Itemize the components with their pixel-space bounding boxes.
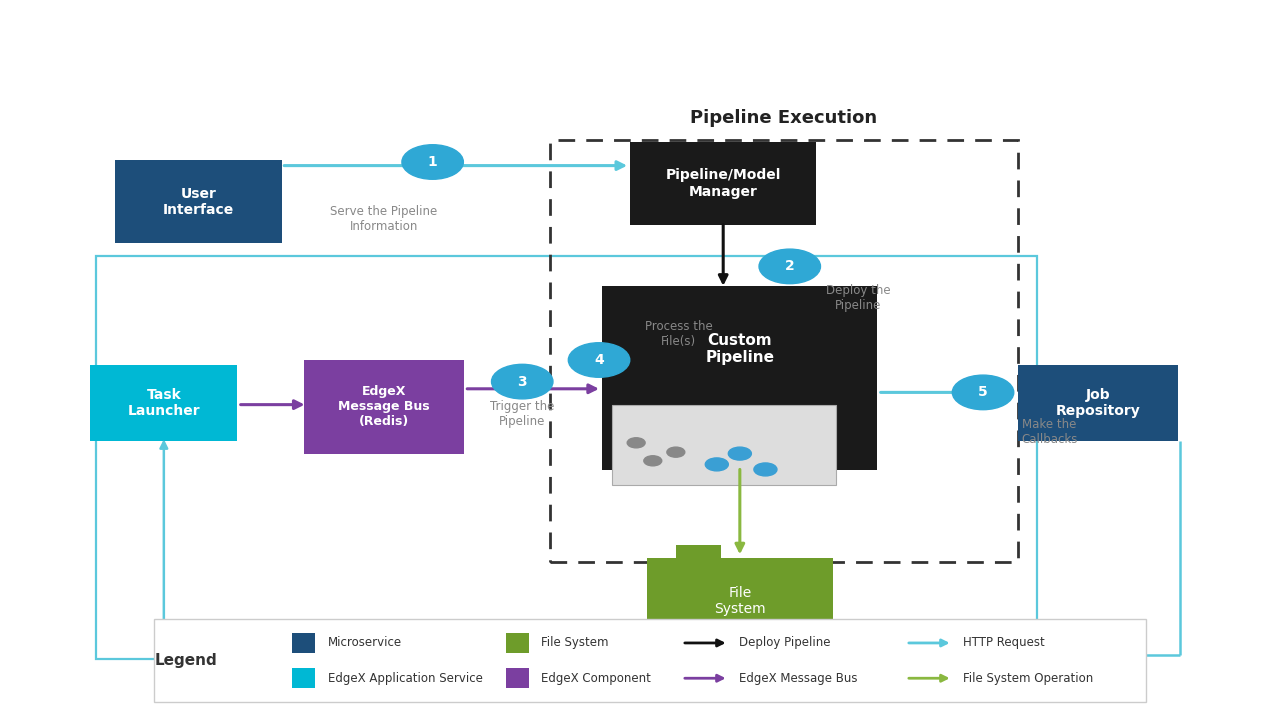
Text: Deploy the
Pipeline: Deploy the Pipeline [826,284,890,312]
Text: Deploy Pipeline: Deploy Pipeline [739,636,829,649]
Circle shape [759,249,820,284]
Text: Legend: Legend [154,654,218,668]
Circle shape [754,463,777,476]
Text: Serve the Pipeline
Information: Serve the Pipeline Information [330,205,438,233]
Bar [506,633,529,653]
Circle shape [705,458,728,471]
Text: EdgeX Message Bus: EdgeX Message Bus [739,672,858,685]
Bar [676,545,721,558]
Text: 5: 5 [978,385,988,400]
FancyBboxPatch shape [305,360,465,454]
FancyBboxPatch shape [1019,365,1179,441]
FancyBboxPatch shape [646,558,833,644]
Text: Pipeline/Model
Manager: Pipeline/Model Manager [666,168,781,199]
Bar [154,619,1146,702]
Circle shape [402,145,463,179]
Text: 1: 1 [428,155,438,169]
Bar [292,633,315,653]
Circle shape [728,447,751,460]
FancyBboxPatch shape [603,286,878,470]
Text: User
Interface: User Interface [163,186,234,217]
Circle shape [644,456,662,466]
Text: File System Operation: File System Operation [963,672,1093,685]
Text: File System: File System [541,636,609,649]
Bar [292,668,315,688]
Bar [96,256,1037,659]
Text: Job
Repository: Job Repository [1056,388,1140,418]
Text: 4: 4 [594,353,604,367]
Text: Microservice: Microservice [328,636,402,649]
Bar [506,668,529,688]
Bar [550,140,1018,562]
Circle shape [667,447,685,457]
Text: EdgeX
Message Bus
(Redis): EdgeX Message Bus (Redis) [338,385,430,428]
Text: 2: 2 [785,259,795,274]
Text: Process the
File(s): Process the File(s) [645,320,712,348]
Text: HTTP Request: HTTP Request [963,636,1044,649]
Circle shape [952,375,1014,410]
Circle shape [492,364,553,399]
Text: Task
Launcher: Task Launcher [128,388,200,418]
Circle shape [568,343,630,377]
Text: Pipeline Execution: Pipeline Execution [690,109,878,127]
Text: 3: 3 [517,374,527,389]
Text: Gateway: Gateway [714,629,765,642]
FancyBboxPatch shape [630,143,817,225]
Bar [612,405,836,485]
Text: EdgeX Application Service: EdgeX Application Service [328,672,483,685]
Text: EdgeX Component: EdgeX Component [541,672,652,685]
Circle shape [627,438,645,448]
Text: Trigger the
Pipeline: Trigger the Pipeline [490,400,554,428]
FancyBboxPatch shape [115,161,282,243]
FancyBboxPatch shape [90,365,238,441]
Text: File
System: File System [714,586,765,616]
Text: Custom
Pipeline: Custom Pipeline [705,333,774,365]
Text: Make the
Callbacks: Make the Callbacks [1021,418,1078,446]
